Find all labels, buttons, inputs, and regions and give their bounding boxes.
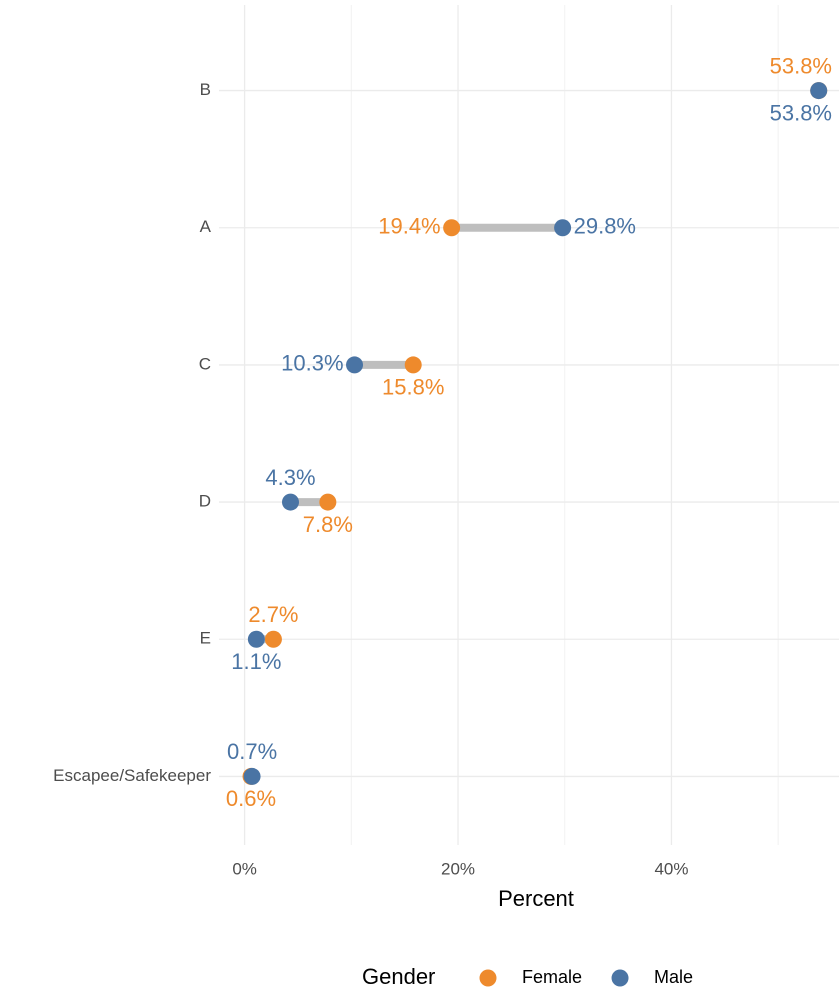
- value-label: 53.8%: [770, 53, 832, 78]
- value-label: 0.7%: [227, 739, 277, 764]
- legend-title: Gender: [362, 964, 435, 989]
- value-label: 29.8%: [574, 214, 636, 239]
- legend-marker: [479, 969, 497, 987]
- value-label: 15.8%: [382, 375, 444, 400]
- dot: [554, 219, 572, 237]
- dot: [443, 219, 461, 237]
- legend-marker: [611, 969, 629, 987]
- dot: [810, 82, 828, 100]
- legend-label: Male: [654, 967, 693, 987]
- y-tick-label: C: [199, 354, 211, 373]
- dot: [243, 767, 261, 785]
- legend-label: Female: [522, 967, 582, 987]
- value-label: 4.3%: [265, 465, 315, 490]
- dot: [264, 630, 282, 648]
- value-label: 7.8%: [303, 512, 353, 537]
- y-tick-label: E: [200, 629, 211, 648]
- x-tick-label: 20%: [441, 859, 475, 878]
- y-tick-label: Escapee/Safekeeper: [53, 766, 211, 785]
- dot: [346, 356, 364, 374]
- x-tick-label: 40%: [654, 859, 688, 878]
- x-axis-title: Percent: [498, 886, 574, 911]
- value-label: 53.8%: [770, 100, 832, 125]
- dot: [319, 493, 337, 511]
- value-label: 1.1%: [231, 649, 281, 674]
- x-tick-label: 0%: [232, 859, 257, 878]
- value-label: 2.7%: [248, 602, 298, 627]
- y-tick-label: D: [199, 492, 211, 511]
- value-label: 0.6%: [226, 786, 276, 811]
- value-label: 19.4%: [378, 214, 440, 239]
- dot: [247, 630, 265, 648]
- y-tick-label: B: [200, 80, 211, 99]
- dot: [281, 493, 299, 511]
- dot: [404, 356, 422, 374]
- value-label: 10.3%: [281, 351, 343, 376]
- y-tick-label: A: [200, 217, 212, 236]
